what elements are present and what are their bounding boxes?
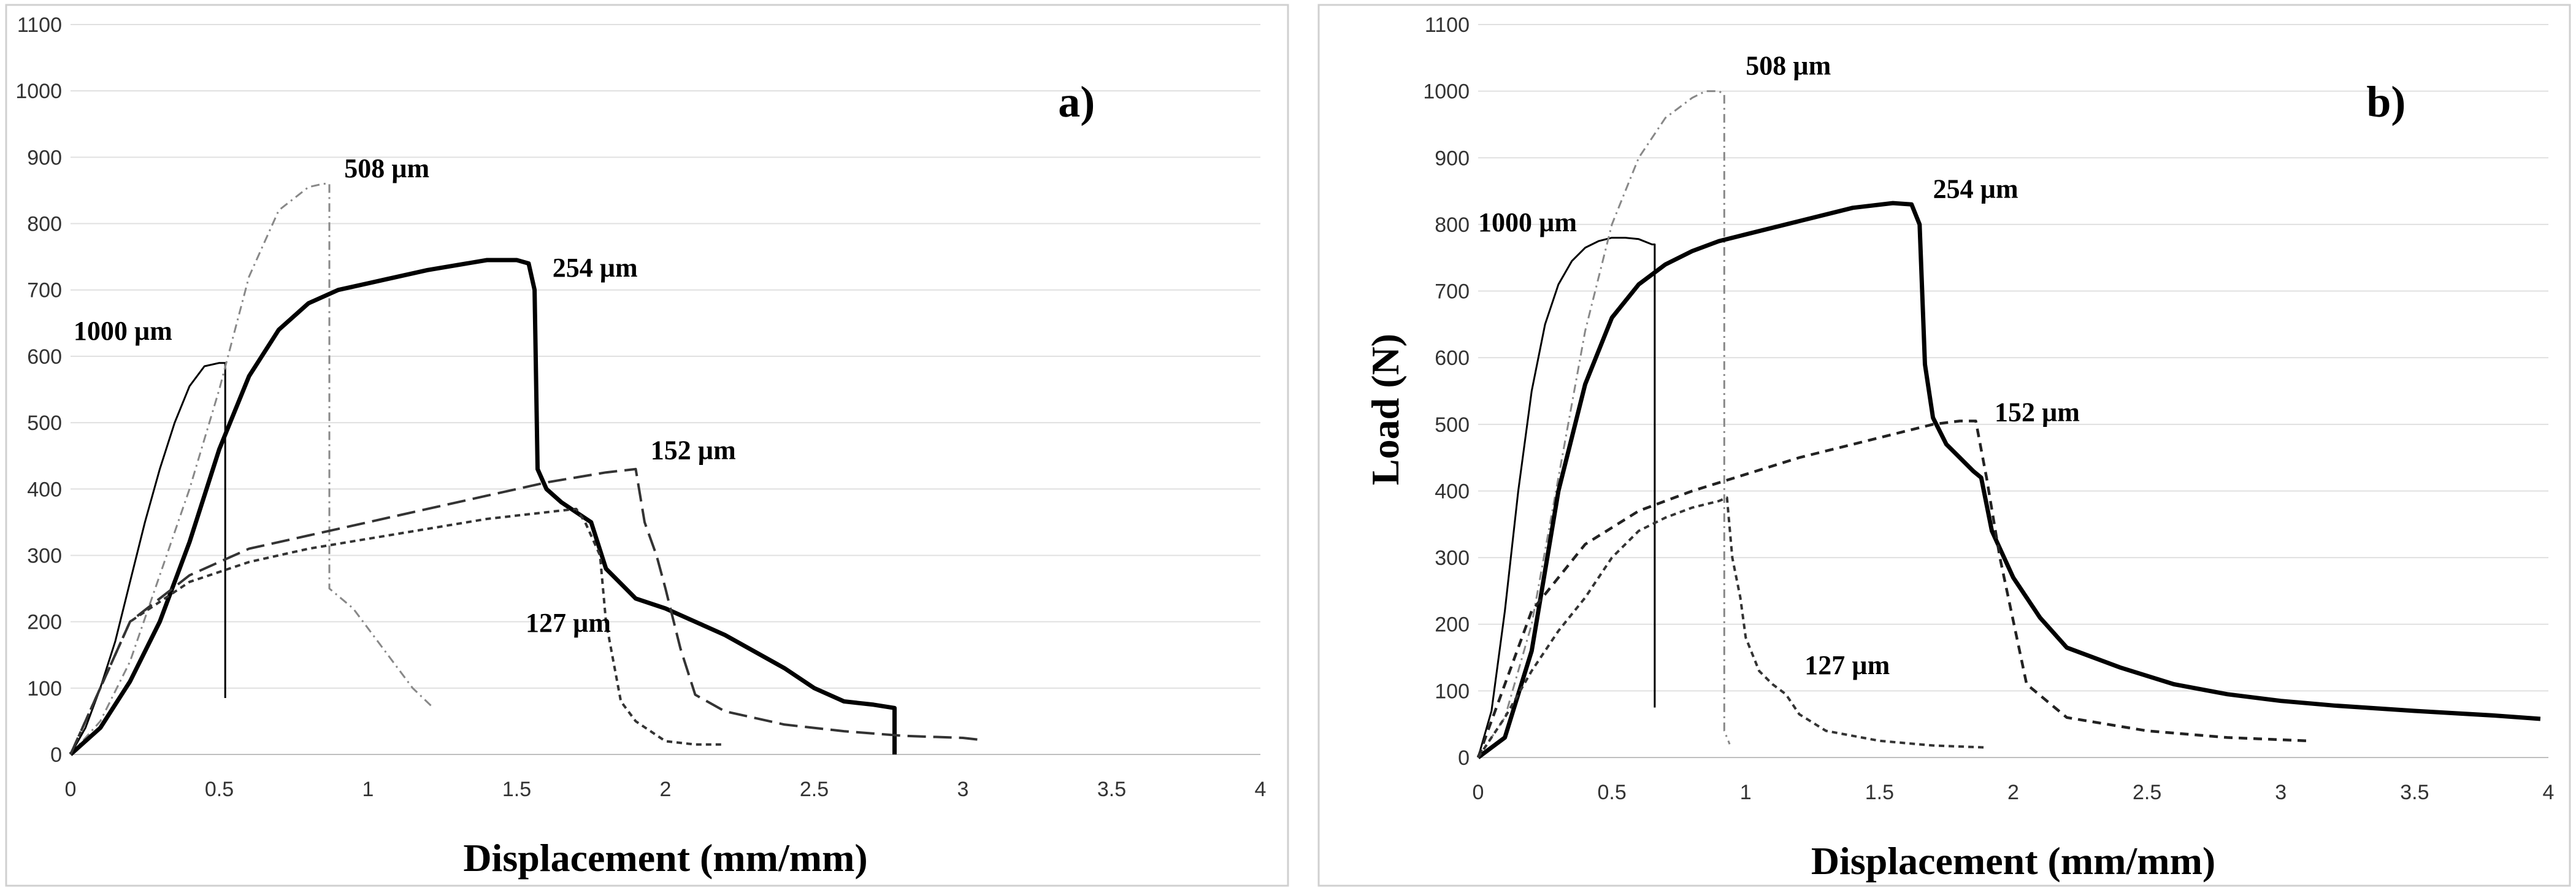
y-tick-label: 900: [1435, 147, 1470, 170]
x-tick-label: 0.5: [1597, 781, 1626, 804]
y-tick-label: 1100: [1425, 13, 1470, 37]
annotation-127um: 127 µm: [1804, 650, 1890, 680]
x-tick-label: 1.5: [1865, 781, 1894, 804]
annotation-254um: 254 µm: [553, 253, 638, 283]
x-axis-title: Displacement (mm/mm): [1811, 839, 2215, 883]
y-tick-label: 100: [1435, 680, 1470, 703]
x-tick-label: 3: [2275, 781, 2287, 804]
x-tick-label: 2: [2007, 781, 2019, 804]
x-tick-label: 2: [660, 778, 672, 801]
y-tick-label: 900: [27, 146, 62, 169]
y-tick-label: 500: [1435, 413, 1470, 437]
y-tick-label: 100: [27, 677, 62, 700]
x-tick-label: 3: [957, 778, 969, 801]
series-line-127um: [1477, 496, 1987, 759]
y-tick-label: 0: [50, 743, 62, 767]
x-tick-label: 1: [1740, 781, 1752, 804]
y-tick-label: 1100: [17, 13, 62, 37]
series-line-1000um: [69, 362, 226, 755]
y-tick-label: 700: [27, 279, 62, 302]
annotation-152um: 152 µm: [1995, 397, 2080, 427]
x-tick-label: 0.5: [205, 778, 234, 801]
x-tick-label: 3.5: [1097, 778, 1126, 801]
y-tick-label: 700: [1435, 280, 1470, 304]
y-tick-label: 1000: [15, 80, 62, 103]
y-tick-label: 300: [27, 544, 62, 567]
chart-panel-a: 0 100 200 300 400 500 600 700 800 900 1000 1100 0 0.5…: [5, 4, 1289, 887]
y-tick-label: 400: [27, 478, 62, 501]
x-tick-label: 4: [1255, 778, 1267, 801]
annotation-127um: 127 µm: [526, 608, 611, 638]
series-line-254um: [69, 258, 897, 756]
series-line-152um: [1476, 420, 2308, 758]
y-tick-label: 600: [27, 345, 62, 369]
y-tick-label: 200: [27, 611, 62, 634]
panel-frame: [5, 4, 1289, 887]
panel-label: b): [2366, 77, 2405, 126]
y-tick-label: 300: [1435, 547, 1470, 570]
annotation-254um: 254 µm: [1933, 174, 2018, 204]
x-tick-label: 2.5: [800, 778, 829, 801]
y-tick-label: 1000: [1423, 80, 1470, 104]
x-tick-label: 3.5: [2400, 781, 2429, 804]
y-tick-label: 600: [1435, 347, 1470, 370]
x-tick-label: 1: [362, 778, 374, 801]
x-tick-label: 0: [65, 778, 77, 801]
annotation-1000um: 1000 µm: [1478, 207, 1577, 237]
series-line-508um: [69, 183, 434, 756]
x-tick-label: 0: [1473, 781, 1484, 804]
x-tick-label: 1.5: [502, 778, 531, 801]
series-line-152um: [69, 467, 981, 755]
series-line-508um: [1477, 90, 1731, 758]
y-tick-label: 800: [1435, 213, 1470, 237]
chart-panel-b: 0 100 200 300 400 500 600 700 800 900 1000 1100 0 0.5…: [1317, 4, 2571, 887]
x-tick-label: 2.5: [2133, 781, 2161, 804]
y-tick-label: 500: [27, 412, 62, 435]
y-tick-label: 800: [27, 213, 62, 236]
series-line-254um: [1476, 201, 2541, 759]
y-tick-label: 400: [1435, 480, 1470, 503]
annotation-1000um: 1000 µm: [74, 316, 172, 346]
y-tick-label: 0: [1458, 746, 1470, 770]
series-line-127um: [69, 507, 725, 755]
panel-frame: [1317, 4, 2571, 887]
annotation-152um: 152 µm: [651, 435, 736, 466]
annotation-508um: 508 µm: [1746, 50, 1831, 80]
y-axis-title: Load (N): [1363, 334, 1407, 485]
x-axis-title: Displacement (mm/mm): [463, 836, 867, 880]
annotation-508um: 508 µm: [344, 153, 429, 183]
y-tick-label: 200: [1435, 613, 1470, 637]
panel-label: a): [1058, 77, 1095, 126]
x-tick-label: 4: [2543, 781, 2555, 804]
series-line-1000um: [1477, 237, 1656, 758]
